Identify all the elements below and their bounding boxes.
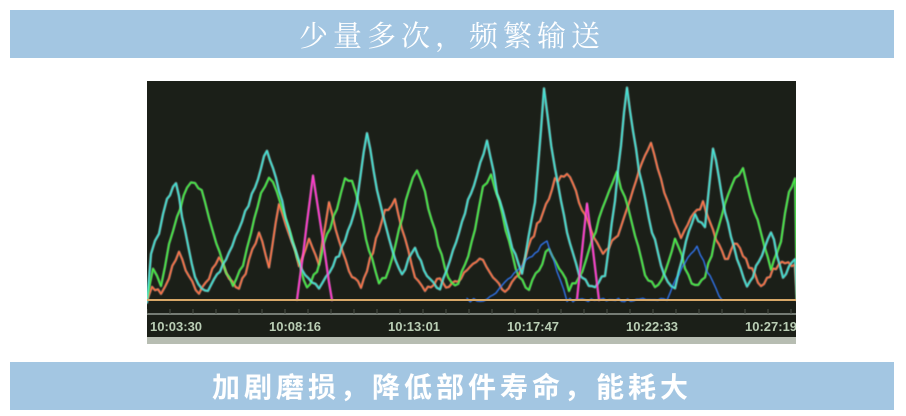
svg-text:10:08:16: 10:08:16	[269, 319, 321, 334]
svg-text:10:22:33: 10:22:33	[626, 319, 678, 334]
svg-text:10:13:01: 10:13:01	[388, 319, 440, 334]
svg-text:10:03:30: 10:03:30	[150, 319, 202, 334]
svg-text:10:17:47: 10:17:47	[507, 319, 559, 334]
svg-text:10:27:19: 10:27:19	[745, 319, 796, 334]
